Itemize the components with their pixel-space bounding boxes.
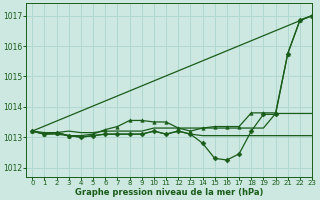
X-axis label: Graphe pression niveau de la mer (hPa): Graphe pression niveau de la mer (hPa) xyxy=(75,188,263,197)
